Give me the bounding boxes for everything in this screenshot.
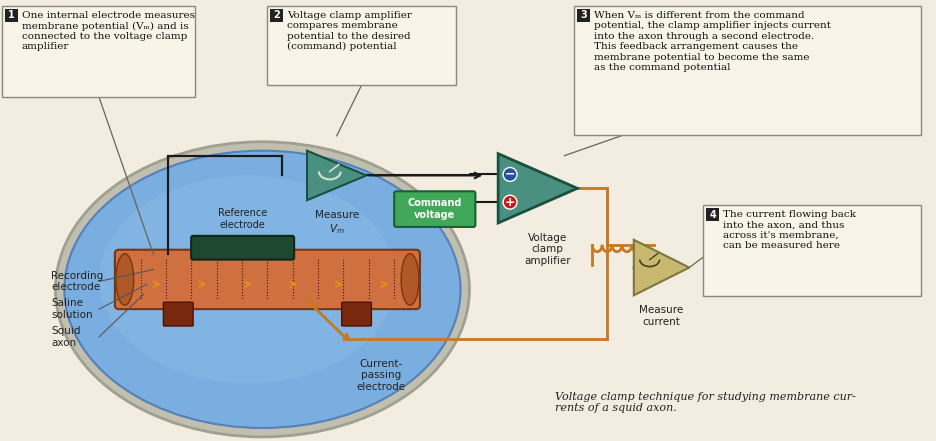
Ellipse shape bbox=[99, 176, 396, 383]
FancyBboxPatch shape bbox=[271, 9, 284, 22]
Text: Command
voltage: Command voltage bbox=[407, 198, 462, 220]
Text: Measure
current: Measure current bbox=[639, 305, 683, 327]
Text: 3: 3 bbox=[580, 11, 587, 20]
Polygon shape bbox=[498, 153, 578, 223]
Text: Saline
solution: Saline solution bbox=[51, 299, 93, 320]
FancyBboxPatch shape bbox=[394, 191, 475, 227]
FancyBboxPatch shape bbox=[342, 302, 372, 326]
Circle shape bbox=[504, 195, 517, 209]
FancyBboxPatch shape bbox=[578, 9, 591, 22]
Text: When Vₘ is different from the command
potential, the clamp amplifier injects cur: When Vₘ is different from the command po… bbox=[594, 11, 831, 72]
Text: 4: 4 bbox=[709, 209, 716, 220]
Ellipse shape bbox=[55, 142, 470, 437]
FancyBboxPatch shape bbox=[2, 6, 195, 97]
Ellipse shape bbox=[65, 151, 461, 428]
Text: Recording
electrode: Recording electrode bbox=[51, 271, 104, 292]
Text: 1: 1 bbox=[8, 11, 15, 20]
Text: Voltage
clamp
amplifier: Voltage clamp amplifier bbox=[524, 233, 571, 266]
Text: Squid
axon: Squid axon bbox=[51, 326, 81, 348]
Text: Current-
passing
electrode: Current- passing electrode bbox=[357, 359, 406, 392]
FancyBboxPatch shape bbox=[703, 205, 921, 296]
Ellipse shape bbox=[116, 254, 134, 305]
Text: One internal electrode measures
membrane potential (Vₘ) and is
connected to the : One internal electrode measures membrane… bbox=[22, 11, 195, 52]
Ellipse shape bbox=[402, 254, 419, 305]
Circle shape bbox=[504, 168, 517, 181]
FancyBboxPatch shape bbox=[115, 250, 420, 309]
FancyBboxPatch shape bbox=[5, 9, 18, 22]
Text: −: − bbox=[505, 168, 516, 181]
Text: Reference
electrode: Reference electrode bbox=[218, 208, 268, 230]
Text: The current flowing back
into the axon, and thus
across it's membrane,
can be me: The current flowing back into the axon, … bbox=[723, 210, 856, 250]
Text: Voltage clamp amplifier
compares membrane
potential to the desired
(command) pot: Voltage clamp amplifier compares membran… bbox=[287, 11, 412, 52]
FancyBboxPatch shape bbox=[706, 208, 719, 221]
Polygon shape bbox=[634, 240, 689, 295]
FancyBboxPatch shape bbox=[575, 6, 921, 135]
Text: Measure
$V_m$: Measure $V_m$ bbox=[314, 210, 358, 236]
FancyBboxPatch shape bbox=[164, 302, 193, 326]
FancyBboxPatch shape bbox=[268, 6, 456, 85]
Text: 2: 2 bbox=[273, 11, 280, 20]
Text: +: + bbox=[505, 196, 516, 209]
FancyBboxPatch shape bbox=[191, 236, 294, 260]
Polygon shape bbox=[307, 151, 366, 200]
Text: Voltage clamp technique for studying membrane cur-
rents of a squid axon.: Voltage clamp technique for studying mem… bbox=[555, 392, 856, 413]
